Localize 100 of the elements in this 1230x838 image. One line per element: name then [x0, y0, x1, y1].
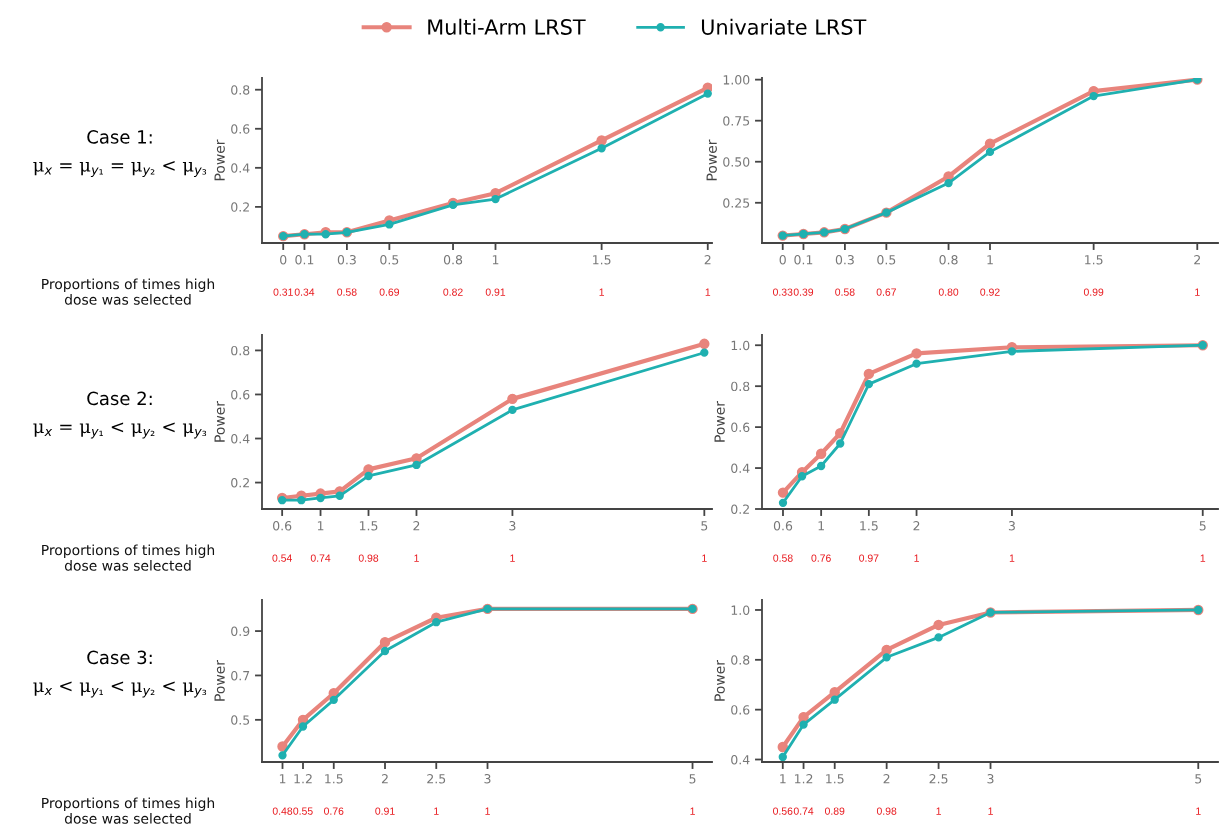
text: 0.91: [375, 807, 395, 815]
y-tick-label: 0.4: [231, 433, 250, 444]
x-tick-label: 1.5: [359, 521, 378, 531]
text: 0.76: [811, 554, 831, 562]
text: 1: [434, 807, 439, 815]
x-tick-label: 0.5: [877, 255, 896, 265]
y-axis-title: Power: [214, 139, 225, 181]
text: 1: [690, 807, 695, 815]
x-tick-label: 0: [779, 255, 786, 265]
y-axis-title: Power: [214, 401, 225, 442]
y-tick-label: 0.8: [231, 345, 250, 356]
text: 0.98: [876, 807, 897, 815]
y-tick-label: 0.50: [723, 157, 750, 167]
x-tick-label: 2: [381, 774, 388, 784]
x-tick-label: 0.6: [773, 521, 793, 531]
y-axis-title: Power: [706, 139, 717, 181]
text: 1: [414, 554, 419, 562]
text: 0.31: [273, 288, 293, 296]
text: Case 2:: [87, 391, 152, 406]
text: Case 1:: [87, 130, 152, 144]
x-tick-label: 1: [780, 774, 786, 784]
text: 1: [702, 554, 707, 562]
y-tick-label: 0.6: [231, 124, 250, 134]
x-tick-label: 1: [492, 255, 499, 265]
x-tick-label: 0: [280, 255, 287, 265]
text: μ$_{x}$ = μ$_{y₁}$ < μ$_{y₂}$ < μ$_{y₃}$: [33, 422, 207, 439]
x-tick-label: 1.2: [794, 774, 813, 784]
text: μ$_{x}$ = μ$_{y₁}$ = μ$_{y₂}$ < μ$_{y₃}$: [33, 160, 207, 178]
text: 0.58: [337, 288, 357, 296]
y-tick-label: 0.6: [231, 389, 250, 400]
y-tick-label: 0.5: [231, 715, 250, 725]
text: 1: [599, 288, 605, 296]
x-tick-label: 2: [913, 521, 920, 531]
y-tick-label: 0.8: [231, 85, 250, 95]
x-tick-label: 2.5: [427, 774, 446, 784]
x-tick-label: 2: [413, 521, 420, 531]
x-tick-label: 0.5: [380, 255, 399, 265]
y-tick-label: 0.8: [731, 655, 750, 665]
y-tick-label: 0.7: [231, 670, 250, 681]
y-axis-title: Power: [714, 660, 725, 701]
y-tick-label: 0.6: [731, 422, 750, 433]
text: 1: [510, 554, 515, 562]
text: 1: [485, 807, 490, 815]
text: 0.56: [773, 807, 793, 815]
text: 1: [1009, 554, 1015, 562]
x-tick-label: 5: [689, 774, 696, 784]
text: 1: [1195, 288, 1200, 296]
text: 0.76: [324, 807, 344, 815]
text: 0.54: [272, 554, 292, 562]
text: 1: [705, 288, 711, 296]
x-tick-label: 1: [818, 521, 824, 531]
y-tick-label: 0.8: [731, 381, 750, 392]
text: 0.89: [824, 807, 845, 815]
text: Case 3:: [87, 650, 152, 665]
x-tick-label: 1: [279, 774, 286, 784]
x-tick-label: 1: [987, 255, 993, 265]
x-tick-label: 2: [704, 255, 711, 265]
text: 1: [1200, 554, 1206, 562]
x-tick-label: 2: [1194, 255, 1200, 265]
x-tick-label: 0.1: [295, 255, 314, 265]
x-tick-label: 3: [987, 774, 994, 784]
y-tick-label: 0.6: [731, 705, 750, 715]
x-tick-label: 1.5: [593, 255, 611, 265]
text: 1: [936, 807, 941, 815]
text: 0.48: [272, 807, 293, 815]
y-tick-label: 0.9: [231, 626, 250, 636]
x-tick-label: 5: [1199, 521, 1206, 531]
y-tick-label: 0.2: [231, 202, 249, 212]
x-tick-label: 1.5: [826, 774, 844, 784]
text: 0.58: [835, 288, 855, 296]
legend-label: Multi-Arm LRST: [428, 18, 586, 35]
legend-label: Univariate LRST: [701, 18, 867, 35]
text: 0.55: [293, 807, 313, 815]
y-tick-label: 1.0: [731, 340, 750, 351]
x-tick-label: 3: [484, 774, 491, 784]
x-tick-label: 2: [883, 774, 890, 784]
y-tick-label: 0.75: [723, 116, 750, 126]
text: Proportions of times high dose was selected: [42, 544, 215, 571]
x-tick-label: 1.5: [860, 521, 878, 531]
text: 0.39: [793, 288, 814, 296]
text: 0.91: [485, 288, 506, 296]
text: 1: [988, 807, 993, 815]
y-tick-label: 1.00: [723, 75, 750, 85]
y-tick-label: 0.4: [231, 163, 250, 173]
x-tick-label: 1.5: [325, 774, 343, 784]
x-tick-label: 3: [1008, 521, 1015, 531]
y-tick-label: 1.0: [731, 605, 750, 615]
x-tick-label: 0.8: [939, 255, 958, 265]
text: 0.82: [443, 288, 463, 296]
text: 1: [914, 554, 919, 562]
x-tick-label: 0.1: [794, 255, 813, 265]
text: 0.58: [773, 554, 793, 562]
text: 0.80: [938, 288, 959, 296]
text: 0.99: [1083, 288, 1104, 296]
text: 0.74: [310, 554, 331, 562]
y-axis-title: Power: [714, 401, 725, 442]
text: 0.67: [876, 288, 896, 296]
x-tick-label: 0.3: [337, 255, 356, 265]
text: μ$_{x}$ < μ$_{y₁}$ < μ$_{y₂}$ < μ$_{y₃}$: [33, 681, 207, 698]
x-tick-label: 0.3: [835, 255, 854, 265]
